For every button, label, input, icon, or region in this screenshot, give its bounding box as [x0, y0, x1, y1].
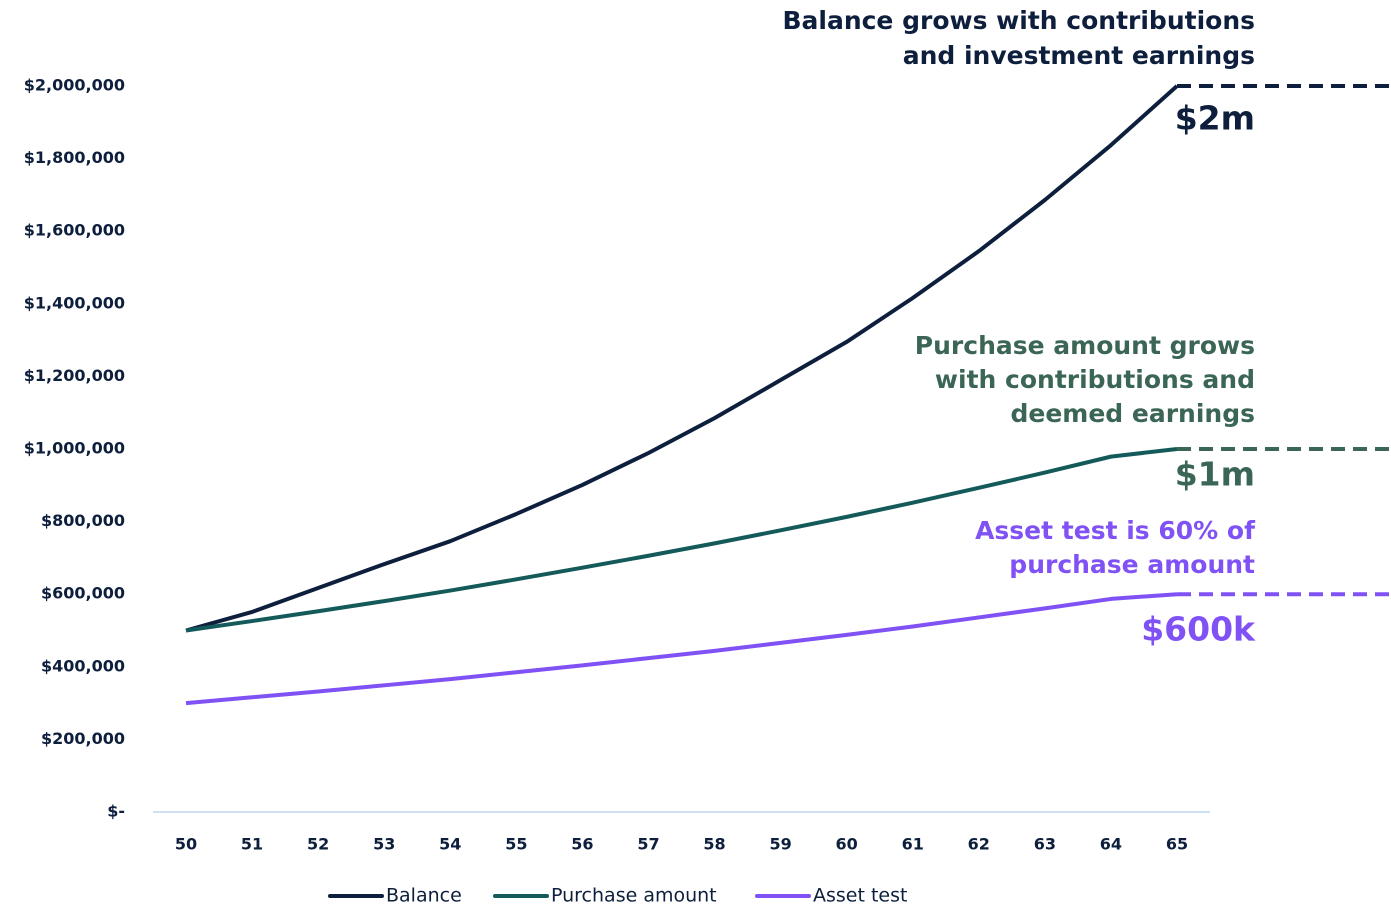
x-tick-label: 52 — [307, 835, 329, 854]
x-tick-label: 51 — [241, 835, 263, 854]
y-tick-label: $1,400,000 — [24, 293, 125, 312]
annotation-value: $1m — [1175, 455, 1255, 494]
legend-label: Purchase amount — [551, 885, 717, 907]
x-tick-label: 65 — [1166, 835, 1188, 854]
x-tick-label: 62 — [968, 835, 990, 854]
legend-label: Balance — [386, 885, 462, 907]
x-tick-label: 54 — [439, 835, 461, 854]
y-tick-label: $600,000 — [41, 584, 125, 603]
y-tick-label: $1,200,000 — [24, 366, 125, 385]
x-tick-label: 56 — [571, 835, 593, 854]
y-tick-label: $- — [107, 802, 125, 821]
annotation: Balance grows with contributions — [782, 6, 1255, 35]
x-tick-label: 53 — [373, 835, 395, 854]
series-line — [185, 447, 1178, 633]
y-tick-label: $2,000,000 — [24, 76, 125, 95]
annotation: purchase amount — [1009, 550, 1255, 579]
annotation: and investment earnings — [903, 41, 1255, 70]
x-tick-label: 55 — [505, 835, 527, 854]
y-tick-label: $400,000 — [41, 656, 125, 675]
x-tick-label: 61 — [902, 835, 924, 854]
series-line — [185, 84, 1179, 633]
y-tick-label: $1,600,000 — [24, 221, 125, 240]
annotation: Purchase amount grows — [915, 331, 1255, 360]
x-tick-label: 63 — [1034, 835, 1056, 854]
y-tick-label: $800,000 — [41, 511, 125, 530]
y-tick-label: $200,000 — [41, 729, 125, 748]
x-tick-label: 59 — [769, 835, 791, 854]
annotation: with contributions and — [935, 365, 1255, 394]
legend-label: Asset test — [813, 885, 907, 907]
annotation: deemed earnings — [1010, 399, 1255, 428]
annotation-value: $600k — [1141, 610, 1256, 649]
y-tick-label: $1,000,000 — [24, 439, 125, 458]
x-tick-label: 50 — [175, 835, 197, 854]
x-tick-label: 60 — [836, 835, 858, 854]
x-tick-label: 64 — [1100, 835, 1122, 854]
annotation-value: $2m — [1175, 99, 1255, 138]
annotation: Asset test is 60% of — [975, 516, 1256, 545]
y-tick-label: $1,800,000 — [24, 148, 125, 167]
x-tick-label: 58 — [703, 835, 725, 854]
x-tick-label: 57 — [637, 835, 659, 854]
series-line — [185, 592, 1178, 706]
